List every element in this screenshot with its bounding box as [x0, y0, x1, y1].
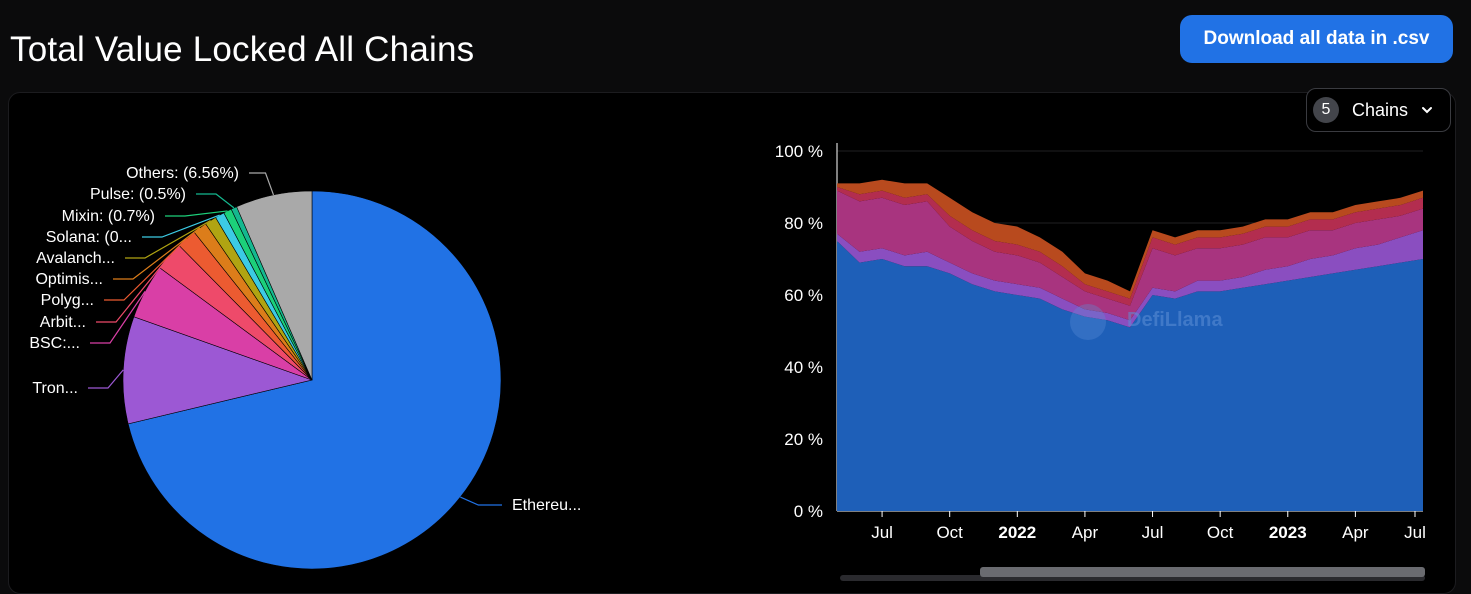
chart-range-slider[interactable] [840, 567, 1425, 581]
chevron-down-icon [1422, 107, 1433, 114]
chains-count-badge: 5 [1313, 97, 1339, 123]
chains-dropdown-label: Chains [1352, 99, 1409, 120]
page-title: Total Value Locked All Chains [10, 30, 475, 69]
range-slider-handle[interactable] [980, 567, 1425, 577]
chains-dropdown[interactable]: 5 Chains [1306, 88, 1451, 132]
chart-panel [8, 92, 1456, 594]
download-csv-button[interactable]: Download all data in .csv [1180, 15, 1453, 63]
